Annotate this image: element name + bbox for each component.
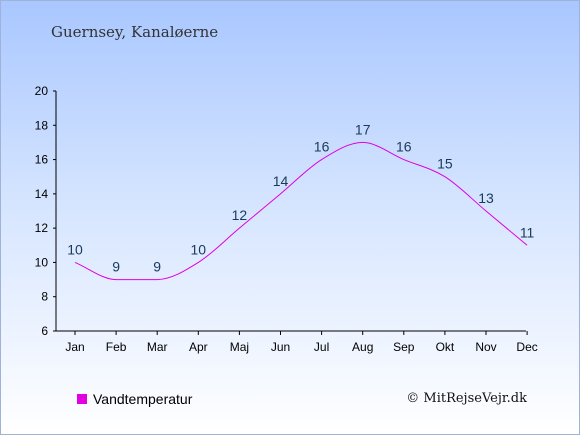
x-tick-label: Jun	[271, 340, 290, 354]
y-tick-label: 18	[35, 118, 49, 132]
data-labels: 10 9 9 10 12 14 16 17 16 15 13 11	[67, 121, 534, 274]
data-label: 9	[153, 259, 161, 275]
x-tick-label: Aug	[352, 340, 373, 354]
y-tick-label: 14	[35, 187, 49, 201]
data-label: 15	[437, 156, 453, 172]
legend-label: Vandtemperatur	[93, 391, 193, 407]
x-tick-label: Maj	[230, 340, 249, 354]
y-tick-label: 16	[35, 153, 49, 167]
data-label: 9	[112, 259, 120, 275]
data-label: 17	[355, 121, 371, 137]
y-tick-label: 10	[35, 255, 49, 269]
data-label: 11	[520, 224, 535, 240]
data-label: 14	[273, 173, 289, 189]
axes	[55, 91, 526, 332]
x-tick-label: Mar	[147, 340, 168, 354]
x-tick-label: Apr	[189, 340, 208, 354]
data-label: 10	[67, 241, 83, 257]
y-tick-label: 12	[35, 221, 49, 235]
x-tick-label: Dec	[516, 340, 537, 354]
x-axis-ticks: Jan Feb Mar Apr Maj Jun Jul Aug Sep Okt Nov Dec	[65, 331, 538, 354]
credit-text: © MitRejseVejr.dk	[406, 391, 527, 406]
data-label: 10	[191, 241, 207, 257]
data-label: 16	[314, 139, 330, 155]
legend: Vandtemperatur	[77, 391, 192, 407]
data-label: 13	[478, 190, 494, 206]
y-tick-label: 8	[41, 290, 48, 304]
legend-swatch	[77, 394, 87, 404]
x-tick-label: Sep	[393, 340, 415, 354]
y-tick-label: 6	[41, 324, 48, 338]
x-tick-label: Feb	[106, 340, 127, 354]
y-axis-ticks: 6 8 10 12 14 16 18 20	[35, 84, 56, 338]
x-tick-label: Jul	[314, 340, 329, 354]
data-label: 16	[396, 139, 412, 155]
data-label: 12	[232, 207, 248, 223]
series-line-vandtemperatur	[74, 141, 528, 281]
x-tick-label: Okt	[436, 340, 455, 354]
y-tick-label: 20	[35, 84, 49, 98]
chart-title: Guernsey, Kanaløerne	[51, 23, 219, 41]
x-tick-label: Jan	[65, 340, 84, 354]
x-tick-label: Nov	[475, 340, 496, 354]
